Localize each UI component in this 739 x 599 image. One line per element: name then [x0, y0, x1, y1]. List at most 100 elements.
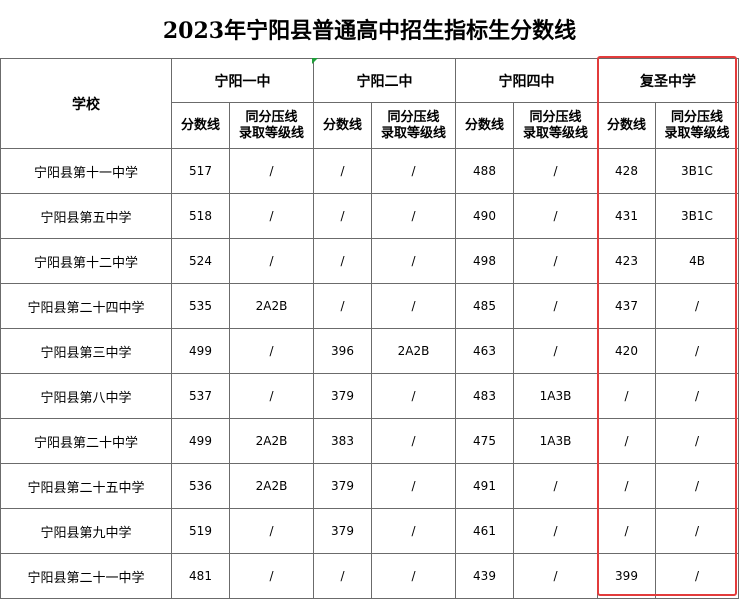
score-cell: 437 — [597, 283, 656, 329]
score-cell: 524 — [171, 238, 230, 284]
grade-header: 同分压线 录取等级线 — [229, 102, 314, 149]
table-row: 宁阳县第二十五中学 536 2A2B 379/491// / — [0, 463, 739, 509]
school-name-cell: 宁阳县第二十四中学 — [0, 283, 172, 329]
grade-cell: / — [655, 553, 739, 599]
grade-cell: 2A2B — [229, 283, 314, 329]
score-header: 分数线 — [455, 102, 514, 149]
grade-cell: / — [655, 418, 739, 464]
score-cell: 536 — [171, 463, 230, 509]
grade-cell: 2A2B — [371, 328, 456, 374]
grade-header: 同分压线 录取等级线 — [371, 102, 456, 149]
grade-cell: / — [513, 283, 598, 329]
score-cell: 490 — [455, 193, 514, 239]
score-cell: 431 — [597, 193, 656, 239]
score-cell: 535 — [171, 283, 230, 329]
grade-cell: / — [371, 148, 456, 194]
score-cell: 461 — [455, 508, 514, 554]
grade-header: 同分压线 录取等级线 — [513, 102, 598, 149]
score-cell: 498 — [455, 238, 514, 284]
score-cell: / — [313, 148, 372, 194]
score-header: 分数线 — [313, 102, 372, 149]
score-cell: / — [313, 238, 372, 284]
table-row: 宁阳县第九中学 519/379/461// / — [0, 508, 739, 554]
school-name-cell: 宁阳县第十二中学 — [0, 238, 172, 284]
score-cell: 396 — [313, 328, 372, 374]
score-cell: 420 — [597, 328, 656, 374]
table-row: 宁阳县第二十一中学 481///439/399/ — [0, 553, 739, 599]
grade-cell: / — [513, 328, 598, 374]
grade-cell: / — [513, 553, 598, 599]
grade-cell: / — [655, 283, 739, 329]
grade-cell: / — [229, 238, 314, 284]
grade-cell: / — [229, 148, 314, 194]
score-table: 学校 宁阳一中 宁阳二中 宁阳四中 复圣中学 分数线 同分压线 录取等级线 分数线… — [0, 58, 739, 599]
table-row: 宁阳县第十一中学 517///488/428 3B1C — [0, 148, 739, 194]
score-cell: / — [313, 553, 372, 599]
grade-cell: / — [655, 508, 739, 554]
grade-cell: / — [371, 193, 456, 239]
grade-cell: / — [229, 328, 314, 374]
grade-cell: / — [229, 193, 314, 239]
group-header-ningyang-1: 宁阳一中 — [171, 58, 314, 103]
table-row: 宁阳县第二十中学 499 2A2B 383/475 1A3B / / — [0, 418, 739, 464]
grade-cell: 1A3B — [513, 373, 598, 419]
group-header-ningyang-2: 宁阳二中 — [313, 58, 456, 103]
score-cell: 518 — [171, 193, 230, 239]
grade-cell: / — [371, 418, 456, 464]
grade-cell: / — [655, 463, 739, 509]
group-header-ningyang-4: 宁阳四中 — [455, 58, 598, 103]
grade-cell: / — [229, 508, 314, 554]
school-name-cell: 宁阳县第十一中学 — [0, 148, 172, 194]
grade-cell: / — [229, 373, 314, 419]
score-cell: 485 — [455, 283, 514, 329]
grade-cell: / — [513, 193, 598, 239]
table-row: 宁阳县第八中学 537/379/483 1A3B / / — [0, 373, 739, 419]
score-cell: 379 — [313, 508, 372, 554]
score-cell: 499 — [171, 418, 230, 464]
grade-cell: 4B — [655, 238, 739, 284]
table-row: 宁阳县第五中学 518///490/431 3B1C — [0, 193, 739, 239]
cell-marker-icon — [312, 58, 318, 64]
school-name-cell: 宁阳县第三中学 — [0, 328, 172, 374]
grade-cell: / — [371, 463, 456, 509]
grade-cell: 3B1C — [655, 148, 739, 194]
score-header: 分数线 — [597, 102, 656, 149]
school-name-cell: 宁阳县第二十一中学 — [0, 553, 172, 599]
school-name-cell: 宁阳县第二十五中学 — [0, 463, 172, 509]
table-row: 宁阳县第三中学 499/396 2A2B 463/420/ — [0, 328, 739, 374]
score-cell: 483 — [455, 373, 514, 419]
score-header: 分数线 — [171, 102, 230, 149]
score-cell: / — [597, 463, 656, 509]
score-cell: 379 — [313, 373, 372, 419]
grade-header: 同分压线 录取等级线 — [655, 102, 739, 149]
score-cell: 519 — [171, 508, 230, 554]
group-header-fusheng: 复圣中学 — [597, 58, 739, 103]
score-cell: 499 — [171, 328, 230, 374]
school-name-cell: 宁阳县第九中学 — [0, 508, 172, 554]
score-cell: 379 — [313, 463, 372, 509]
school-name-cell: 宁阳县第五中学 — [0, 193, 172, 239]
score-cell: 481 — [171, 553, 230, 599]
score-cell: / — [597, 508, 656, 554]
score-cell: 463 — [455, 328, 514, 374]
table-row: 宁阳县第二十四中学 535 2A2B //485/437/ — [0, 283, 739, 329]
grade-cell: / — [371, 553, 456, 599]
school-name-cell: 宁阳县第八中学 — [0, 373, 172, 419]
page-title: 2023年宁阳县普通高中招生指标生分数线 — [162, 18, 577, 44]
score-cell: 537 — [171, 373, 230, 419]
score-cell: 439 — [455, 553, 514, 599]
school-name-cell: 宁阳县第二十中学 — [0, 418, 172, 464]
grade-cell: / — [371, 283, 456, 329]
grade-cell: 2A2B — [229, 418, 314, 464]
grade-cell: 2A2B — [229, 463, 314, 509]
score-cell: 491 — [455, 463, 514, 509]
score-cell: 383 — [313, 418, 372, 464]
grade-cell: / — [371, 373, 456, 419]
score-cell: / — [597, 418, 656, 464]
table-row: 宁阳县第十二中学 524///498/423 4B — [0, 238, 739, 284]
grade-cell: / — [513, 508, 598, 554]
grade-cell: / — [371, 238, 456, 284]
score-cell: / — [313, 193, 372, 239]
score-cell: 423 — [597, 238, 656, 284]
grade-cell: / — [655, 328, 739, 374]
